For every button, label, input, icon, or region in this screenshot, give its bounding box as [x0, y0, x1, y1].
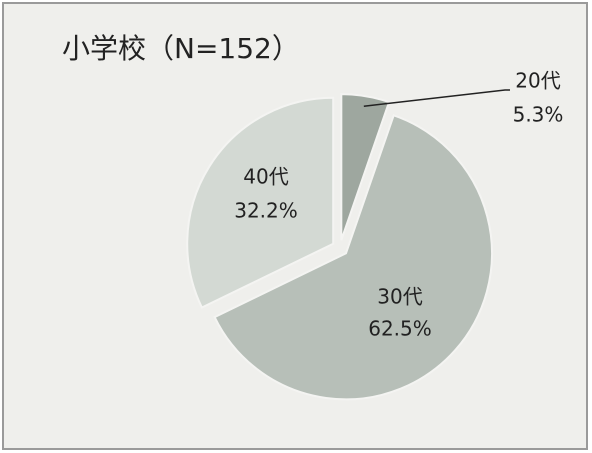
- slice-category-label: 20代: [515, 69, 560, 93]
- slice-value-label: 5.3%: [513, 103, 564, 127]
- slice-value-label: 62.5%: [368, 317, 432, 341]
- slice-category-label: 30代: [377, 285, 422, 309]
- chart-title: 小学校（N=152）: [62, 32, 300, 65]
- pie-slice: [186, 96, 335, 309]
- slice-value-label: 32.2%: [234, 199, 298, 223]
- pie-slice: [340, 93, 391, 241]
- leader-line: [363, 89, 510, 107]
- slice-category-label: 40代: [243, 165, 288, 189]
- pie-slice: [213, 114, 493, 401]
